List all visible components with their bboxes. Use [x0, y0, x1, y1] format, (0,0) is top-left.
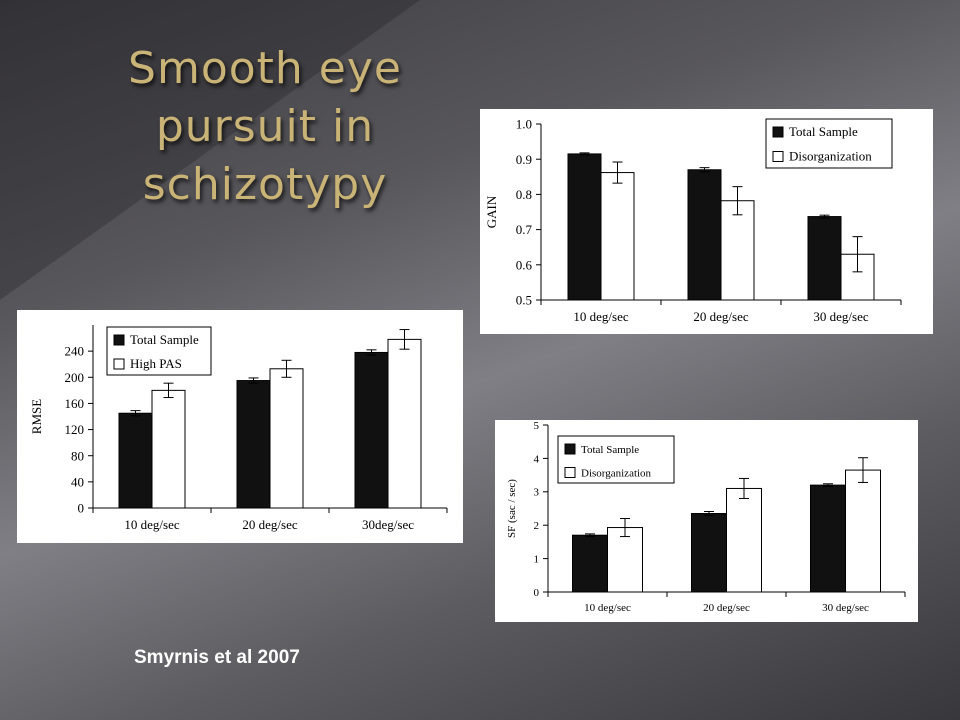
sf-y-tick-label: 1: [534, 553, 540, 565]
gain-y-axis-label: GAIN: [484, 195, 499, 228]
slide-corner-shade: [0, 0, 420, 300]
sf-legend-swatch: [564, 467, 576, 478]
gain-legend-swatch: [772, 151, 784, 162]
sf-legend-label: Disorganization: [581, 468, 652, 480]
gain-bar: [600, 172, 635, 301]
sf-chart: 0 1 2 3 4 5 10 deg/sec 20 deg/sec 30 deg/sec SF (…: [506, 420, 906, 614]
sf-x-tick-label: 10 deg/sec: [584, 602, 631, 614]
rmse-x-tick-label: 10 deg/sec: [124, 517, 179, 532]
rmse-y-tick-label: 160: [65, 396, 85, 411]
gain-y-tick-label: 0.6: [516, 257, 533, 272]
sf-x-tick-label: 30 deg/sec: [822, 602, 869, 614]
sf-y-tick-label: 0: [534, 587, 540, 599]
gain-legend-box: [765, 118, 893, 169]
rmse-y-axis-label: RMSE: [29, 399, 44, 434]
sf-bar: [691, 513, 727, 593]
rmse-legend-swatch: [113, 334, 125, 346]
rmse-y-tick-label: 40: [71, 474, 84, 489]
rmse-y-tick-label: 200: [65, 370, 85, 385]
gain-x-tick-label: 30 deg/sec: [813, 309, 868, 324]
sf-legend-box: [557, 435, 675, 484]
gain-legend-label: Disorganization: [789, 149, 872, 164]
gain-bar: [720, 200, 755, 301]
gain-bar: [807, 216, 842, 301]
gain-bar: [567, 153, 602, 301]
sf-bar: [810, 484, 846, 593]
gain-legend-swatch: [772, 126, 784, 138]
sf-x-tick-label: 20 deg/sec: [703, 602, 750, 614]
sf-y-tick-label: 5: [534, 420, 540, 432]
rmse-y-tick-label: 0: [78, 501, 85, 516]
gain-legend-label: Total Sample: [789, 124, 858, 139]
rmse-y-tick-label: 120: [65, 422, 85, 437]
rmse-y-tick-label: 80: [71, 448, 84, 463]
sf-chart-panel: 0 1 2 3 4 5 10 deg/sec 20 deg/sec 30 deg/sec SF (…: [495, 420, 918, 622]
gain-y-tick-label: 0.5: [516, 293, 532, 308]
rmse-x-tick-label: 20 deg/sec: [242, 517, 297, 532]
rmse-bar: [387, 338, 422, 509]
gain-x-tick-label: 20 deg/sec: [693, 309, 748, 324]
sf-y-tick-label: 2: [534, 520, 540, 532]
rmse-legend-label: High PAS: [130, 356, 182, 371]
citation: Smyrnis et al 2007: [134, 647, 300, 668]
sf-y-axis-label: SF (sac / sec): [506, 479, 518, 538]
rmse-chart-panel: 0 40 80 120 160 200 240 10 deg/sec 20 deg/sec 30d…: [17, 310, 463, 543]
gain-y-tick-label: 0.9: [516, 152, 532, 167]
rmse-chart: 0 40 80 120 160 200 240 10 deg/sec 20 deg/sec 30d…: [29, 325, 448, 532]
sf-bar: [845, 469, 881, 593]
sf-bar: [572, 534, 608, 593]
slide-title: Smooth eye pursuit in schizotypy: [128, 43, 402, 210]
sf-bar: [726, 487, 762, 593]
sf-bar: [607, 527, 643, 593]
sf-legend-swatch: [564, 443, 576, 455]
gain-y-tick-label: 1.0: [516, 117, 532, 132]
rmse-bar: [151, 389, 186, 509]
rmse-legend-swatch: [113, 358, 125, 370]
sf-y-tick-label: 4: [534, 453, 540, 465]
sf-legend-label: Total Sample: [581, 444, 639, 456]
gain-y-tick-label: 0.7: [516, 222, 533, 237]
gain-y-tick-label: 0.8: [516, 187, 532, 202]
rmse-legend-label: Total Sample: [130, 332, 199, 347]
rmse-bar: [118, 412, 153, 509]
rmse-bar: [354, 351, 389, 509]
sf-y-tick-label: 3: [534, 487, 540, 499]
rmse-bar: [236, 380, 271, 509]
gain-chart-panel: 0.5 0.6 0.7 0.8 0.9 1.0 10 deg/sec 20 deg/sec 30…: [480, 109, 933, 334]
rmse-y-tick-label: 240: [65, 344, 85, 359]
rmse-bar: [269, 368, 304, 509]
gain-chart: 0.5 0.6 0.7 0.8 0.9 1.0 10 deg/sec 20 deg/sec 30…: [484, 117, 902, 324]
rmse-x-tick-label: 30deg/sec: [362, 517, 414, 532]
gain-x-tick-label: 10 deg/sec: [573, 309, 628, 324]
gain-bar: [687, 169, 722, 301]
